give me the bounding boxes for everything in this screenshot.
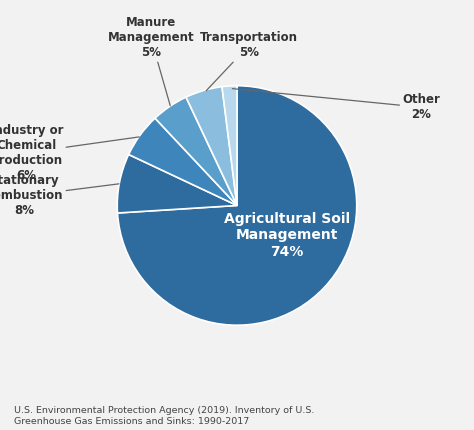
Text: Manure
Management
5%: Manure Management 5% bbox=[108, 16, 194, 106]
Wedge shape bbox=[155, 97, 237, 206]
Text: Transportation
5%: Transportation 5% bbox=[200, 31, 298, 91]
Text: U.S. Environmental Protection Agency (2019). Inventory of U.S.
Greenhouse Gas Em: U.S. Environmental Protection Agency (20… bbox=[14, 406, 315, 426]
Wedge shape bbox=[222, 86, 237, 206]
Text: Industry or
Chemical
Production
6%: Industry or Chemical Production 6% bbox=[0, 124, 139, 182]
Text: Stationary
Combustion
8%: Stationary Combustion 8% bbox=[0, 175, 119, 218]
Text: Other
2%: Other 2% bbox=[232, 89, 440, 121]
Wedge shape bbox=[117, 154, 237, 213]
Wedge shape bbox=[118, 86, 357, 325]
Text: Agricultural Soil
Management
74%: Agricultural Soil Management 74% bbox=[224, 212, 350, 258]
Wedge shape bbox=[186, 87, 237, 206]
Wedge shape bbox=[128, 118, 237, 206]
